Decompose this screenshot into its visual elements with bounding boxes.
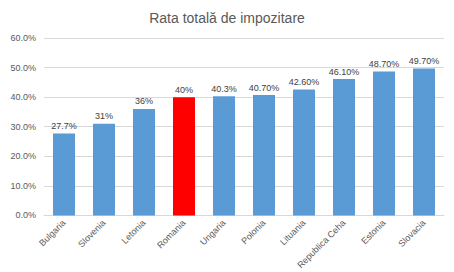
svg-text:Slovenia: Slovenia xyxy=(76,218,107,249)
svg-text:Slovacia: Slovacia xyxy=(396,218,427,249)
svg-text:40.3%: 40.3% xyxy=(211,84,237,94)
svg-text:40%: 40% xyxy=(175,85,193,95)
svg-text:Lituania: Lituania xyxy=(278,218,307,247)
svg-text:Letonia: Letonia xyxy=(120,218,148,246)
svg-text:10.0%: 10.0% xyxy=(10,181,36,191)
svg-text:Ungaria: Ungaria xyxy=(198,218,227,247)
svg-text:Romania: Romania xyxy=(155,218,188,251)
svg-text:40.0%: 40.0% xyxy=(10,92,36,102)
svg-text:30.0%: 30.0% xyxy=(10,122,36,132)
svg-text:46.10%: 46.10% xyxy=(329,67,360,77)
svg-text:Republica Ceha: Republica Ceha xyxy=(295,218,347,270)
svg-text:27.7%: 27.7% xyxy=(51,121,77,131)
svg-text:Rata totală de impozitare: Rata totală de impozitare xyxy=(149,10,305,26)
svg-text:60.0%: 60.0% xyxy=(10,33,36,43)
svg-text:40.70%: 40.70% xyxy=(249,83,280,93)
svg-text:36%: 36% xyxy=(135,96,153,106)
svg-text:48.70%: 48.70% xyxy=(369,59,400,69)
svg-text:50.0%: 50.0% xyxy=(10,63,36,73)
svg-text:20.0%: 20.0% xyxy=(10,151,36,161)
svg-text:Polonia: Polonia xyxy=(239,218,267,246)
svg-text:Estonia: Estonia xyxy=(359,218,387,246)
svg-text:42.60%: 42.60% xyxy=(289,77,320,87)
svg-text:49.70%: 49.70% xyxy=(409,56,440,66)
svg-text:Bulgaria: Bulgaria xyxy=(37,218,67,248)
svg-text:0.0%: 0.0% xyxy=(15,210,36,220)
svg-text:31%: 31% xyxy=(95,111,113,121)
